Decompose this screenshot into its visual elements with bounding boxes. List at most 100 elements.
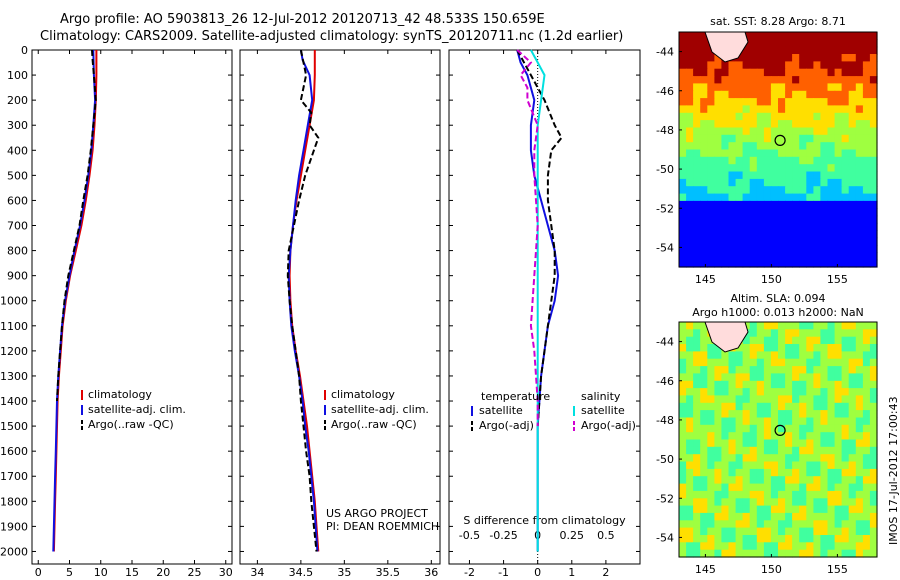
heatmap-cell xyxy=(770,215,779,224)
heatmap-cell xyxy=(820,373,829,382)
heatmap-cell xyxy=(721,476,730,485)
heatmap-cell xyxy=(778,237,786,246)
heatmap-cell xyxy=(834,245,843,253)
heatmap-cell xyxy=(820,90,829,99)
heatmap-cell xyxy=(707,142,715,151)
heatmap-cell xyxy=(855,149,864,158)
heatmap-cell xyxy=(869,461,878,470)
heatmap-cell xyxy=(700,245,708,253)
heatmap-cell xyxy=(841,410,850,418)
heatmap-cell xyxy=(869,329,878,338)
heatmap-cell xyxy=(841,432,850,441)
heatmap-cell xyxy=(728,252,737,261)
heatmap-cell xyxy=(742,245,751,253)
heatmap-cell xyxy=(799,32,807,40)
heatmap-cell xyxy=(813,380,822,389)
heatmap-cell xyxy=(693,164,701,173)
heatmap-cell xyxy=(792,549,800,558)
heatmap-cell xyxy=(806,46,814,55)
heatmap-cell xyxy=(742,483,751,492)
heatmap-cell xyxy=(799,259,807,268)
heatmap-cell xyxy=(806,164,814,173)
heatmap-cell xyxy=(714,446,723,455)
heatmap-cell xyxy=(686,76,694,84)
heatmap-cell xyxy=(756,237,765,246)
heatmap-cell xyxy=(749,344,758,352)
heatmap-cell xyxy=(813,237,822,246)
heatmap-cell xyxy=(848,76,857,84)
heatmap-cell xyxy=(855,208,864,217)
heatmap-cell xyxy=(862,336,871,345)
heatmap-cell xyxy=(763,468,772,477)
heatmap-cell xyxy=(778,527,786,536)
heatmap-cell xyxy=(749,237,758,246)
heatmap-cell xyxy=(742,410,751,418)
heatmap-cell xyxy=(770,476,779,485)
heatmap-cell xyxy=(820,178,829,187)
heatmap-cell xyxy=(827,200,836,209)
heatmap-cell xyxy=(869,402,878,411)
heatmap-cell xyxy=(721,164,730,173)
heatmap-cell xyxy=(862,512,871,521)
heatmap-cell xyxy=(785,186,793,195)
heatmap-cell xyxy=(749,46,758,55)
heatmap-cell xyxy=(827,98,836,106)
heatmap-cell xyxy=(827,142,836,151)
y-tick-label: 100 xyxy=(7,69,28,82)
heatmap-cell xyxy=(735,68,744,77)
heatmap-cell xyxy=(735,446,744,455)
heatmap-cell xyxy=(735,402,744,411)
heatmap-cell xyxy=(806,366,814,374)
heatmap-cell xyxy=(778,366,786,374)
heatmap-cell xyxy=(693,215,701,224)
heatmap-cell xyxy=(855,215,864,224)
heatmap-cell xyxy=(700,149,708,158)
heatmap-cell xyxy=(869,432,878,441)
heatmap-cell xyxy=(855,90,864,99)
heatmap-cell xyxy=(869,549,878,558)
heatmap-cell xyxy=(749,483,758,492)
heatmap-cell xyxy=(693,322,701,330)
profile-panel-3: -2-1012T difference from climatologyS di… xyxy=(448,49,641,579)
heatmap-cell xyxy=(735,542,744,551)
heatmap-cell xyxy=(721,402,730,411)
heatmap-cell xyxy=(813,200,822,209)
heatmap-cell xyxy=(714,476,723,485)
heatmap-cell xyxy=(869,98,878,106)
heatmap-cell xyxy=(728,98,737,106)
heatmap-cell xyxy=(763,98,772,106)
heatmap-cell xyxy=(770,549,779,558)
heatmap-cell xyxy=(862,542,871,551)
heatmap-cell xyxy=(862,112,871,121)
heatmap-cell xyxy=(728,535,737,543)
heatmap-cell xyxy=(855,402,864,411)
heatmap-cell xyxy=(792,68,800,77)
heatmap-cell xyxy=(700,105,708,114)
heatmap-cell xyxy=(756,156,765,165)
map-bottom-title1: Altim. SLA: 0.094 xyxy=(730,292,825,305)
heatmap-cell xyxy=(869,388,878,396)
heatmap-cell xyxy=(792,380,800,389)
heatmap-cell xyxy=(820,461,829,470)
heatmap-cell xyxy=(813,46,822,55)
heatmap-cell xyxy=(813,215,822,224)
heatmap-cell xyxy=(700,222,708,231)
heatmap-cell xyxy=(763,171,772,180)
heatmap-cell xyxy=(792,156,800,165)
heatmap-cell xyxy=(799,322,807,330)
heatmap-cell xyxy=(799,90,807,99)
heatmap-cell xyxy=(848,520,857,529)
heatmap-cell xyxy=(714,259,723,268)
heatmap-cell xyxy=(679,230,687,239)
heatmap-cell xyxy=(785,39,793,48)
heatmap-cell xyxy=(827,46,836,55)
heatmap-cell xyxy=(728,351,737,360)
heatmap-cell xyxy=(862,395,871,404)
heatmap-cell xyxy=(714,388,723,396)
heatmap-cell xyxy=(693,156,701,165)
heatmap-cell xyxy=(799,142,807,151)
heatmap-cell xyxy=(700,366,708,374)
heatmap-cell xyxy=(763,505,772,514)
heatmap-cell xyxy=(770,120,779,128)
heatmap-cell xyxy=(813,432,822,441)
